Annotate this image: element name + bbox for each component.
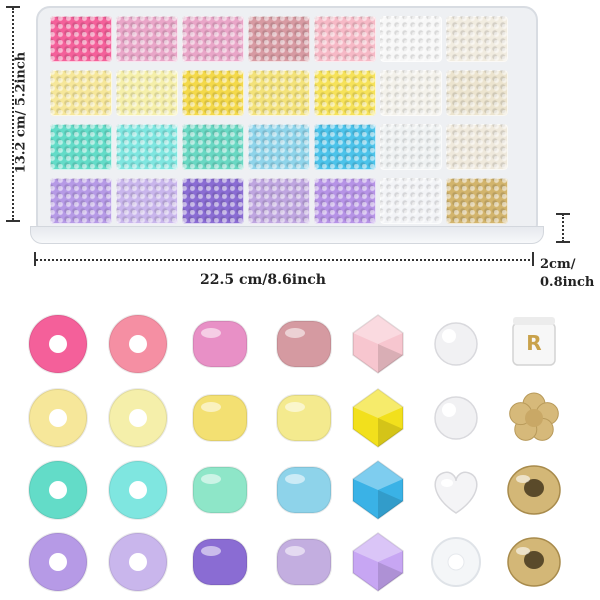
width-tick-left: [34, 252, 36, 266]
lavender-disc-r4-bead: [28, 532, 88, 592]
compartment-r1-c7: [446, 16, 508, 62]
yellow-disc-r2-bead: [28, 388, 88, 448]
compartment-r4-c2: [116, 178, 178, 224]
height-tick-top: [6, 6, 20, 8]
compartment-r3-c6: [380, 124, 442, 170]
yellow-seed-r2-bead: [192, 394, 248, 442]
bead-box-base: [30, 226, 544, 244]
compartment-r2-c7: [446, 70, 508, 116]
compartment-r3-c7: [446, 124, 508, 170]
compartment-r4-c7: [446, 178, 508, 224]
depth-tick-bottom: [556, 241, 570, 243]
compartment-r1-c1: [50, 16, 112, 62]
compartment-r3-c3: [182, 124, 244, 170]
compartment-r2-c6: [380, 70, 442, 116]
height-tick-bottom: [6, 220, 20, 222]
compartment-r1-c3: [182, 16, 244, 62]
compartment-r2-c1: [50, 70, 112, 116]
dusty-pink-seed-r1-bead: [276, 320, 332, 368]
compartment-r3-c5: [314, 124, 376, 170]
aqua-disc-r3-bead: [108, 460, 168, 520]
white-pearl-r2-bead: [434, 396, 478, 440]
pale-purple-seed-r4-bead: [276, 538, 332, 586]
bead-compartments: [44, 12, 532, 230]
compartment-r1-c5: [314, 16, 376, 62]
compartment-r1-c4: [248, 16, 310, 62]
bead-samples-grid: R: [0, 300, 600, 600]
letter-cube-r1-bead: [512, 317, 556, 366]
coral-disc-r1-bead: [108, 314, 168, 374]
pale-lavender-disc-r4-bead: [108, 532, 168, 592]
compartment-r4-c4: [248, 178, 310, 224]
depth-label-line1: 2cm/: [540, 257, 576, 272]
gold-spacer-r3-bead: [507, 465, 561, 515]
depth-dimension-line: [562, 214, 564, 242]
pink-seed-r1-bead: [192, 320, 248, 368]
height-dimension-line: [12, 8, 14, 220]
width-dimension-line: [36, 259, 534, 261]
compartment-r4-c3: [182, 178, 244, 224]
compartment-r3-c1: [50, 124, 112, 170]
width-tick-right: [532, 252, 534, 266]
compartment-r1-c6: [380, 16, 442, 62]
pale-yellow-seed-r2-bead: [276, 394, 332, 442]
gold-flower-r2-bead: [509, 392, 559, 441]
sky-seed-r3-bead: [276, 466, 332, 514]
compartment-r3-c4: [248, 124, 310, 170]
compartment-r4-c1: [50, 178, 112, 224]
blue-crystal-r3-bead: [352, 460, 404, 520]
pale-yellow-disc-r2-bead: [108, 388, 168, 448]
compartment-r2-c4: [248, 70, 310, 116]
mint-seed-r3-bead: [192, 466, 248, 514]
violet-crystal-r4-bead: [352, 532, 404, 592]
compartment-r2-c3: [182, 70, 244, 116]
pink-crystal-r1-bead: [352, 314, 404, 374]
clear-ring-r4-bead: [431, 537, 481, 587]
compartment-r1-c2: [116, 16, 178, 62]
pink-disc-r1-bead: [28, 314, 88, 374]
turquoise-disc-r3-bead: [28, 460, 88, 520]
white-pearl-r1-bead: [434, 322, 478, 366]
letter-bead-text: R: [526, 331, 542, 355]
compartment-r4-c5: [314, 178, 376, 224]
gold-spacer-r4-bead: [507, 537, 561, 587]
yellow-crystal-r2-bead: [352, 388, 404, 448]
compartment-r3-c2: [116, 124, 178, 170]
compartment-r4-c6: [380, 178, 442, 224]
compartment-r2-c2: [116, 70, 178, 116]
depth-label-line2: 0.8inch: [540, 275, 595, 290]
white-heart-r3-bead: [434, 471, 478, 514]
compartment-r2-c5: [314, 70, 376, 116]
width-label: 22.5 cm/8.6inch: [200, 272, 326, 288]
height-label: 13.2 cm/ 5.2inch: [13, 51, 29, 174]
purple-seed-r4-bead: [192, 538, 248, 586]
